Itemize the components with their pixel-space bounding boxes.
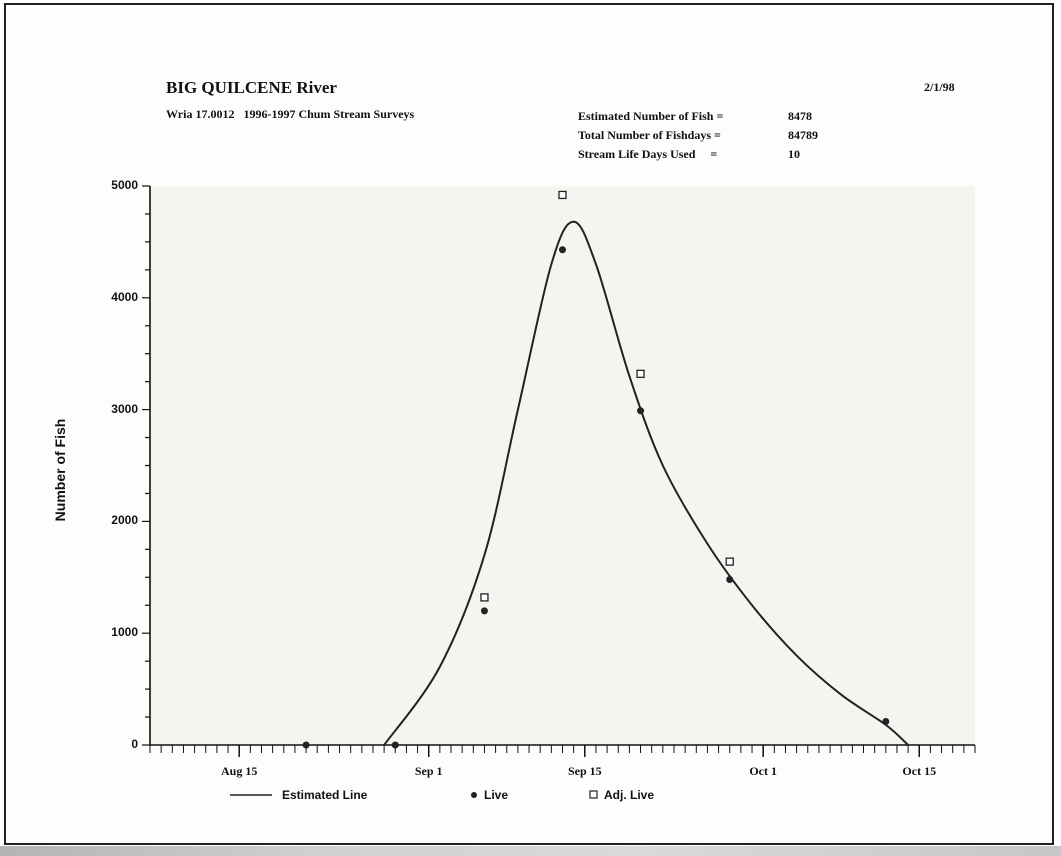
stat-value: 10 [788,147,800,161]
stat-label: Estimated Number of Fish = [578,109,724,123]
y-tick-label: 2000 [111,513,138,528]
adj-live-point [636,369,645,378]
live-point [637,407,645,415]
live-point [302,741,310,749]
stat-row-estimated-fish: Estimated Number of Fish = 8478 [578,107,848,126]
report-title: BIG QUILCENE River [166,78,337,97]
x-tick-label: Oct 1 [749,764,777,778]
series-line-estimated [383,220,909,746]
stats-block: Estimated Number of Fish = 8478 Total Nu… [578,107,848,164]
y-tick-label: 3000 [111,401,138,416]
legend-item-estimated: Estimated Line [228,788,468,802]
x-tick-label: Aug 15 [221,764,258,778]
y-tick-label: 5000 [111,178,138,192]
stat-label: Stream Life Days Used = [578,147,718,161]
stat-row-stream-life: Stream Life Days Used = 10 [578,145,848,164]
adj-live-point [558,190,567,200]
report-date: 2/1/98 [924,80,955,94]
scan-edge [0,846,1061,856]
x-tick-label: Sep 1 [414,764,443,778]
live-point [882,718,890,726]
stat-row-fishdays: Total Number of Fishdays = 84789 [578,126,848,145]
dot-marker-icon [471,792,477,798]
live-point [391,741,399,749]
line-swatch-icon [230,794,272,796]
x-tick-label: Sep 15 [567,764,602,778]
y-tick-label: 4000 [111,289,138,304]
legend-label-estimated: Estimated Line [282,788,368,802]
report-subtitle: Wria 17.0012 1996-1997 Chum Stream Surve… [166,107,415,121]
stat-label: Total Number of Fishdays = [578,128,721,142]
adj-live-point [480,593,489,602]
legend-item-adj-live: Adj. Live [588,788,654,802]
y-tick-label: 0 [131,737,138,751]
stat-value: 8478 [788,109,812,123]
legend-label-live: Live [484,788,509,802]
plot-area [150,186,975,745]
legend: Estimated Line Live Adj. Live [228,788,654,802]
live-point [480,607,488,615]
live-point [559,246,566,254]
adj-live-point [725,557,734,566]
x-tick-label: Oct 15 [902,764,937,778]
legend-item-live: Live [468,788,588,802]
square-marker-icon [589,790,598,799]
legend-label-adj-live: Adj. Live [604,788,655,802]
stat-value: 84789 [788,128,818,142]
live-point [726,576,734,584]
y-tick-label: 1000 [111,625,138,640]
